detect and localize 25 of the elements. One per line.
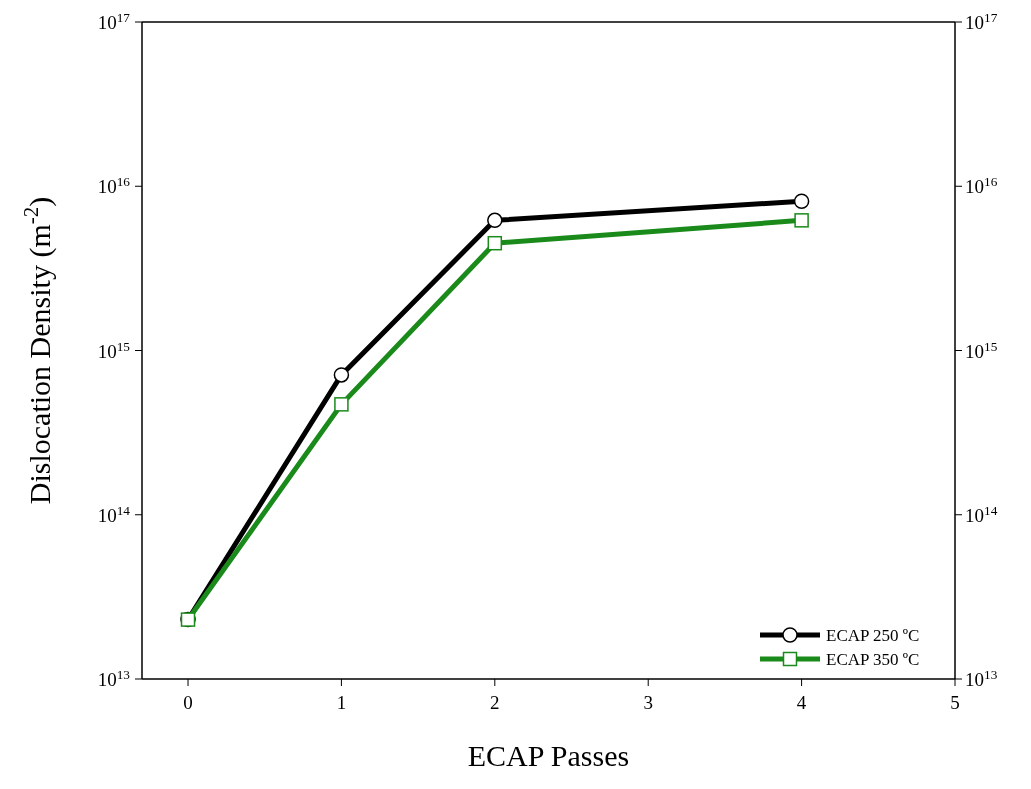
text: 10$^{14}$ — [97, 502, 130, 526]
x-axis-title: ECAP Passes — [467, 739, 630, 772]
y-tick-label: 10$^{14}$ — [965, 502, 998, 526]
point — [487, 212, 503, 229]
text: 10$^{13}$ — [97, 666, 130, 690]
x-tick-label: 1 — [336, 692, 347, 713]
x-tick-label: 2 — [490, 692, 500, 713]
point — [793, 193, 810, 210]
point — [333, 367, 350, 383]
legend-label: ECAP 250 ºC — [826, 626, 920, 645]
point — [334, 397, 349, 412]
x-tick-label: 3 — [643, 692, 653, 713]
y-tick-label: 10$^{13}$ — [965, 666, 998, 690]
text: 10$^{17}$ — [97, 9, 130, 33]
x-tick-label: 0 — [183, 692, 193, 713]
y-tick-label: 10$^{15}$ — [965, 338, 998, 362]
point — [794, 213, 809, 228]
point — [487, 235, 503, 251]
text: 10$^{15}$ — [97, 338, 130, 362]
text: 10$^{16}$ — [97, 173, 130, 198]
x-tick-label: 5 — [950, 692, 960, 713]
x-tick-label: 4 — [796, 692, 807, 713]
legend-label: ECAP 350 ºC — [826, 650, 920, 669]
y-tick-label: 10$^{16}$ — [965, 173, 998, 198]
y-tick-label: 10$^{17}$ — [965, 9, 998, 33]
